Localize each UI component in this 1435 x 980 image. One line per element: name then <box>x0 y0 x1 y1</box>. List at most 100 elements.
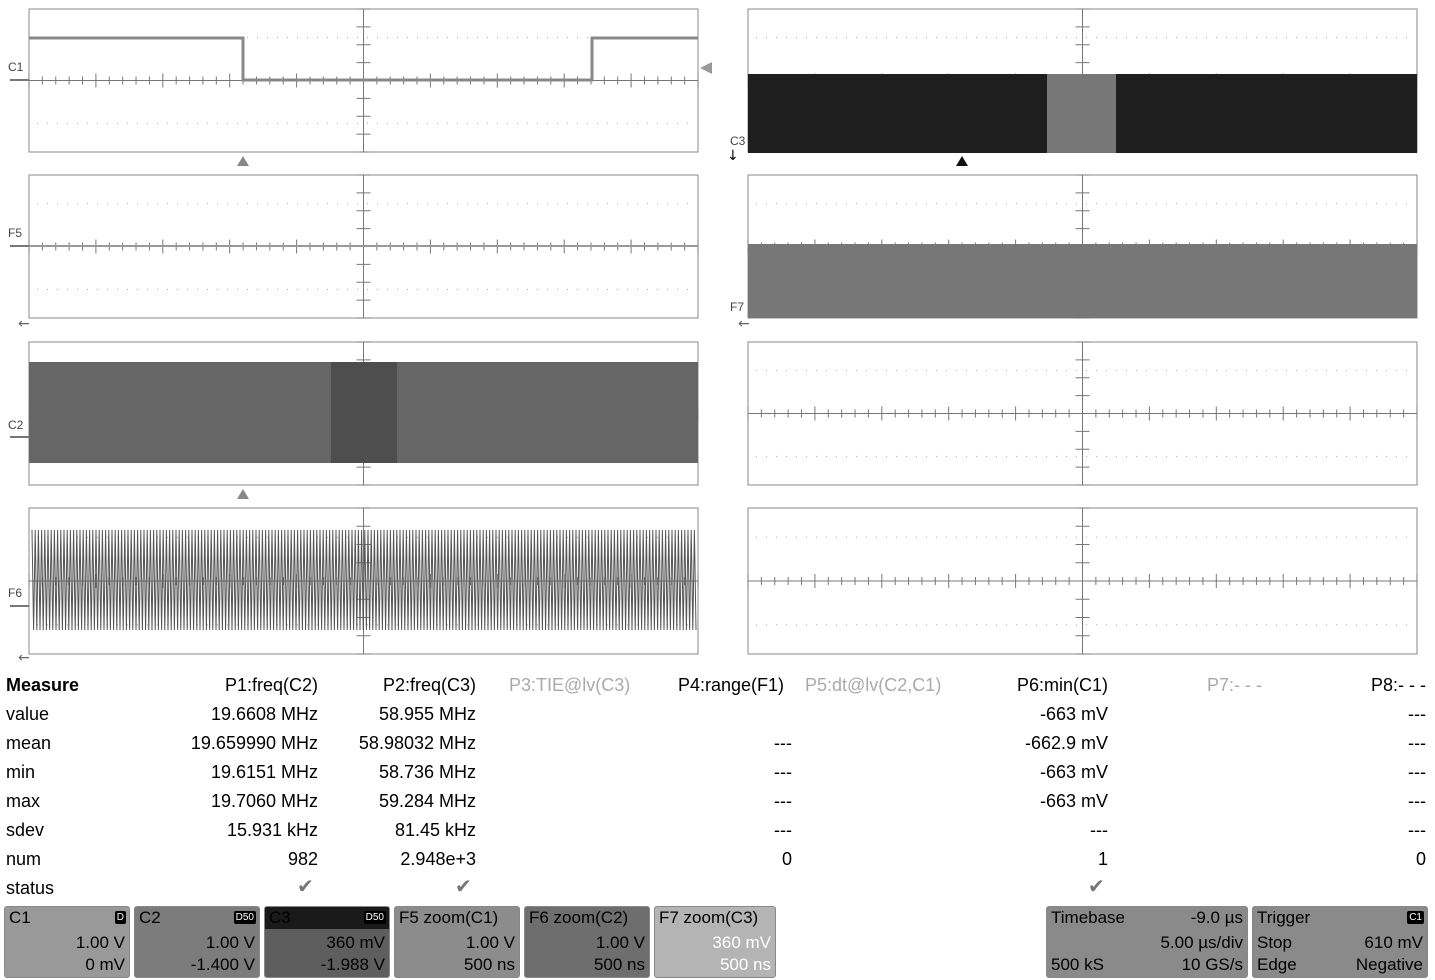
p1-max: 19.7060 MHz <box>210 791 318 811</box>
trigger-position-marker-c3 <box>956 156 968 166</box>
p6-sdev: --- <box>1090 820 1108 840</box>
trace-c1-waveform <box>29 36 698 82</box>
p2-sdev: 81.45 kHz <box>394 820 476 840</box>
header-p1[interactable]: P1:freq(C2) <box>224 675 318 695</box>
descriptor-f6[interactable]: F6 zoom(C2) 1.00 V 500 ns <box>524 906 650 978</box>
trace-label-f6: F6 <box>8 586 23 600</box>
measure-title: Measure <box>6 675 80 695</box>
p6-value: -663 mV <box>1039 704 1108 724</box>
descriptor-title: F7 zoom(C3) <box>659 908 759 927</box>
vertical-offset: -1.400 V <box>190 955 255 974</box>
trigger-type: Edge <box>1257 955 1297 974</box>
p1-min: 19.6151 MHz <box>210 762 318 782</box>
header-p7[interactable]: P7:- - - <box>1207 675 1263 695</box>
timebase-descriptor[interactable]: Timebase -9.0 µs 5.00 µs/div 500 kS 10 G… <box>1046 906 1248 978</box>
row-label-min: min <box>6 762 36 782</box>
p2-value: 58.955 MHz <box>378 704 476 724</box>
header-p3[interactable]: P3:TIE@lv(C3) <box>509 675 631 695</box>
p1-num: 982 <box>287 849 318 869</box>
p8-value: --- <box>1408 704 1426 724</box>
timebase-rate: 10 GS/s <box>1181 955 1243 974</box>
trace-label-c3: C3 <box>730 134 746 148</box>
descriptor-f5[interactable]: F5 zoom(C1) 1.00 V 500 ns <box>394 906 520 978</box>
descriptor-c3[interactable]: C3 D50 360 mV -1.988 V <box>264 906 390 978</box>
descriptor-f7[interactable]: F7 zoom(C3) 360 mV 500 ns <box>654 906 776 978</box>
row-label-mean: mean <box>6 733 52 753</box>
timebase-div: 5.00 µs/div <box>1160 933 1243 952</box>
status-check-icon: ✔ <box>455 876 472 898</box>
timebase-delay: -9.0 µs <box>1190 908 1243 927</box>
trigger-source-badge: C1 <box>1407 911 1424 924</box>
header-p5[interactable]: P5:dt@lv(C2,C1) <box>805 675 942 695</box>
trigger-title: Trigger <box>1257 908 1311 927</box>
vertical-scale: 1.00 V <box>205 933 255 952</box>
p8-sdev: --- <box>1408 820 1426 840</box>
offscreen-arrow-f6: ← <box>18 650 30 666</box>
descriptor-title: F6 zoom(C2) <box>529 908 629 927</box>
p8-num: 0 <box>1415 849 1426 869</box>
timebase-title: Timebase <box>1051 908 1126 927</box>
offscreen-arrow-f5: ← <box>18 316 30 332</box>
vertical-scale: 360 mV <box>712 933 771 952</box>
trace-f6-waveform <box>31 529 697 631</box>
timebase-samples: 500 kS <box>1051 955 1104 974</box>
descriptor-c1[interactable]: C1 D 1.00 V 0 mV <box>4 906 130 978</box>
header-p8[interactable]: P8:- - - <box>1370 675 1426 695</box>
descriptor-title: C2 <box>139 908 161 927</box>
header-p6[interactable]: P6:min(C1) <box>1016 675 1108 695</box>
row-label-value: value <box>6 704 50 724</box>
horizontal-scale: 500 ns <box>719 955 771 974</box>
header-p2[interactable]: P2:freq(C3) <box>382 675 476 695</box>
p6-max: -663 mV <box>1039 791 1108 811</box>
vertical-scale: 1.00 V <box>75 933 125 952</box>
horizontal-scale: 500 ns <box>463 955 515 974</box>
p6-min: -663 mV <box>1039 762 1108 782</box>
p2-mean: 58.98032 MHz <box>358 733 476 753</box>
trace-f7-band <box>748 244 1417 318</box>
descriptor-title: C3 <box>265 907 389 929</box>
vertical-offset: 0 mV <box>85 955 125 974</box>
trace-label-c2: C2 <box>8 418 24 432</box>
p2-max: 59.284 MHz <box>378 791 476 811</box>
trace-label-f5: F5 <box>8 226 23 240</box>
grid-r4 <box>747 507 1418 655</box>
row-label-status: status <box>6 878 55 898</box>
status-check-icon: ✔ <box>1088 876 1105 898</box>
scope-display: ← ← ← ↓ <box>10 8 1418 666</box>
p2-min: 58.736 MHz <box>378 762 476 782</box>
offscreen-arrow-c3: ↓ <box>727 148 739 164</box>
grid-r3 <box>747 341 1418 486</box>
vertical-scale: 1.00 V <box>595 933 645 952</box>
p4-mean: --- <box>774 733 792 753</box>
coupling-badge: D <box>114 911 126 924</box>
trigger-position-marker-c1 <box>237 156 249 166</box>
p2-num: 2.948e+3 <box>400 849 476 869</box>
p1-sdev: 15.931 kHz <box>226 820 318 840</box>
row-label-num: num <box>6 849 42 869</box>
vertical-scale: 360 mV <box>326 933 385 952</box>
trigger-slope: Negative <box>1355 955 1423 974</box>
p4-max: --- <box>774 791 792 811</box>
descriptor-c2[interactable]: C2 D50 1.00 V -1.400 V <box>134 906 260 978</box>
trigger-level-marker <box>700 62 712 74</box>
p8-min: --- <box>1408 762 1426 782</box>
p4-min: --- <box>774 762 792 782</box>
descriptor-title: C1 <box>9 908 31 927</box>
trigger-level: 610 mV <box>1364 933 1423 952</box>
p8-max: --- <box>1408 791 1426 811</box>
horizontal-scale: 500 ns <box>593 955 645 974</box>
trigger-descriptor[interactable]: Trigger C1 Stop 610 mV Edge Negative <box>1252 906 1428 978</box>
trace-c3-zoom-window <box>1047 74 1116 153</box>
offscreen-arrow-f7: ← <box>738 316 750 332</box>
trigger-mode: Stop <box>1257 933 1292 952</box>
trigger-position-marker-c2 <box>237 489 249 499</box>
p1-mean: 19.659990 MHz <box>190 733 318 753</box>
p1-value: 19.6608 MHz <box>210 704 318 724</box>
trace-label-f7: F7 <box>730 300 745 314</box>
vertical-offset: -1.988 V <box>320 955 385 974</box>
header-p4[interactable]: P4:range(F1) <box>678 675 785 695</box>
p6-mean: -662.9 mV <box>1024 733 1108 753</box>
row-label-max: max <box>6 791 41 811</box>
status-check-icon: ✔ <box>297 876 314 898</box>
coupling-badge: D50 <box>233 911 256 924</box>
